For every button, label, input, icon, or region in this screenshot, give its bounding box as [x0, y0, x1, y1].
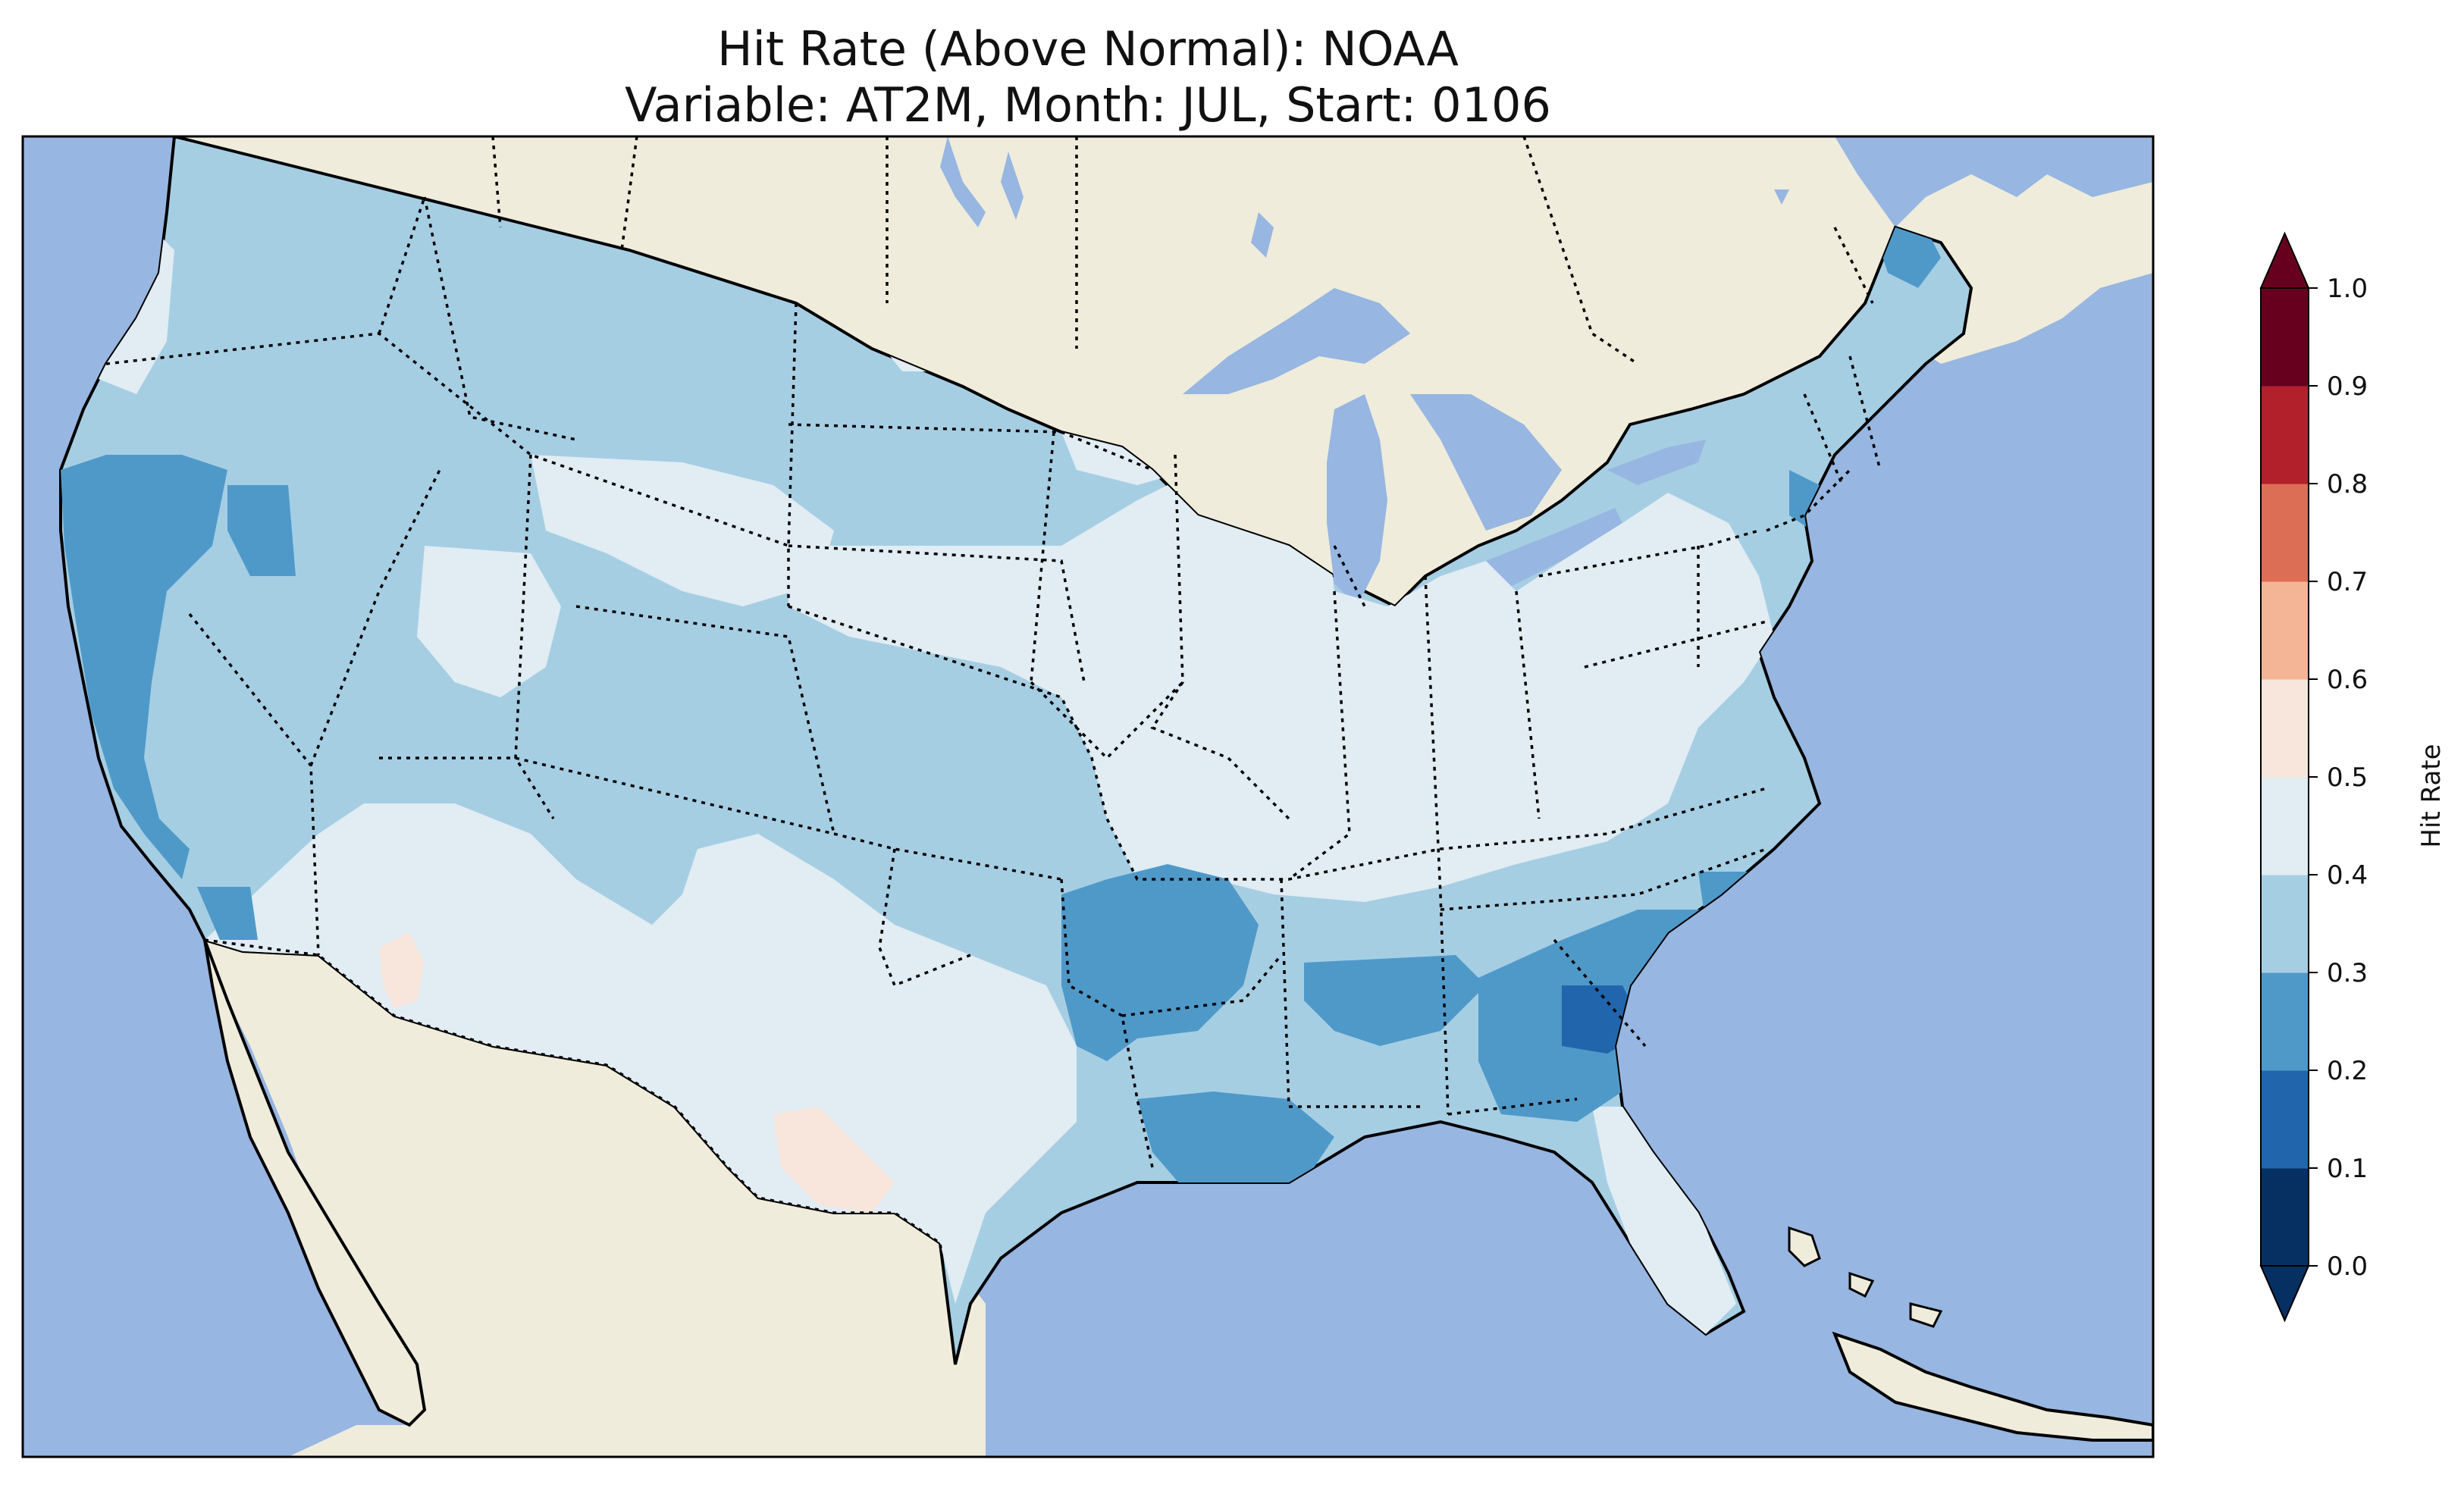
great-lakes	[1183, 288, 1706, 606]
title-line-2: Variable: AT2M, Month: JUL, Start: 0106	[625, 77, 1551, 133]
colorbar-bin	[2261, 875, 2309, 973]
colorbar-bin	[2261, 386, 2309, 484]
region-wyoming-light	[531, 455, 834, 606]
colorbar-bin	[2261, 484, 2309, 582]
colorbar-bin	[2261, 288, 2309, 387]
colorbar-bin	[2261, 1070, 2309, 1169]
colorbar-tick-label: 0.8	[2327, 469, 2368, 500]
mexico-land	[205, 940, 986, 1457]
canada-borders	[491, 136, 1638, 365]
colorbar-bin	[2261, 679, 2309, 778]
region-mississippi-alabama-medium	[1304, 955, 1486, 1046]
colorbar-tick-label: 1.0	[2327, 274, 2368, 304]
colorbar-extend-min	[2259, 1265, 2310, 1323]
colorbar-tick-label: 0.7	[2327, 567, 2368, 597]
region-nevada-medium	[227, 485, 296, 576]
colorbar-bin	[2261, 581, 2309, 680]
colorbar-tick-label: 0.2	[2327, 1056, 2368, 1086]
colorbar-bin	[2261, 1168, 2309, 1267]
colorbar-bin	[2261, 777, 2309, 875]
map-panel	[23, 136, 2153, 1457]
colorbar-tick-label: 0.5	[2327, 763, 2368, 793]
lake-erie	[1486, 508, 1622, 591]
region-florida-light	[1592, 1107, 1736, 1334]
colorbar-bin	[2261, 973, 2309, 1071]
region-midwest-light	[788, 424, 1774, 902]
region-maine-medium	[1873, 227, 1941, 288]
bahamas-islands	[1788, 1226, 1943, 1328]
colorbar-tick-label: 0.1	[2327, 1154, 2368, 1184]
map-title: Hit Rate (Above Normal): NOAA Variable: …	[23, 21, 2153, 133]
cuba-island	[1832, 1331, 2153, 1442]
colorbar: 0.0 0.1 0.2 0.3 0.4 0.5 0.6 0.7 0.8 0.9 1.0	[2259, 231, 2368, 1323]
region-louisiana-medium	[1137, 1092, 1334, 1213]
region-california-medium	[61, 455, 227, 879]
lake-huron	[1410, 394, 1562, 531]
lake-superior	[1183, 288, 1410, 394]
colorbar-tick-label: 0.4	[2327, 860, 2368, 891]
region-arizona-warm	[379, 932, 425, 1008]
state-borders	[105, 196, 1882, 1168]
region-texas-warm	[773, 1107, 895, 1213]
canada-lakes	[940, 136, 1789, 258]
title-line-1: Hit Rate (Above Normal): NOAA	[717, 21, 1459, 77]
region-california-south-medium	[197, 887, 258, 940]
region-oklahoma-arkansas-medium	[1061, 864, 1259, 1061]
colorbar-label: Hit Rate	[2416, 744, 2447, 847]
colorbar-tick-label: 0.6	[2327, 665, 2368, 695]
colorbar-tick-label: 0.0	[2327, 1251, 2368, 1282]
canada-land	[174, 136, 2153, 606]
lake-ontario	[1607, 440, 1706, 485]
colorbar-tick-label: 0.9	[2327, 371, 2368, 402]
lake-michigan	[1327, 394, 1387, 606]
map-frame	[21, 135, 2155, 1458]
baja-california	[203, 939, 427, 1427]
colorbar-tick-label: 0.3	[2327, 958, 2368, 988]
colorbar-extend-max	[2259, 231, 2310, 289]
